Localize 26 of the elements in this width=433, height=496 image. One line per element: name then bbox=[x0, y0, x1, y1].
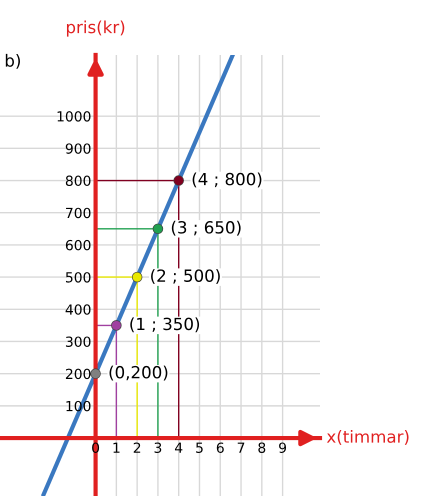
annotation: (0,200) bbox=[110, 366, 168, 380]
annotation: (4 ; 800) bbox=[192, 172, 262, 188]
annotation: b) bbox=[6, 54, 20, 69]
y-tick-label: 900 bbox=[66, 143, 90, 154]
x-tick-label: 8 bbox=[258, 442, 266, 453]
y-tick-label: 300 bbox=[66, 336, 90, 347]
x-tick-label: 5 bbox=[196, 442, 203, 453]
x-tick-label: 2 bbox=[134, 442, 140, 453]
y-tick-label: 600 bbox=[66, 240, 90, 250]
x-tick-label: 4 bbox=[174, 442, 182, 453]
x-tick-label: 6 bbox=[216, 442, 224, 453]
annotation: (1 ; 350) bbox=[130, 317, 200, 332]
y-tick-label: 500 bbox=[66, 272, 90, 283]
x-tick-label: 1 bbox=[113, 442, 120, 453]
x-tick-label: 7 bbox=[238, 442, 244, 453]
y-tick-label: 200 bbox=[66, 368, 90, 380]
x-tick-label: 3 bbox=[154, 442, 162, 453]
y-tick-label: 1000 bbox=[58, 111, 90, 122]
y-tick-label: 400 bbox=[66, 304, 90, 315]
annotation: (2 ; 500) bbox=[151, 269, 220, 284]
annotation: (3 ; 650) bbox=[172, 220, 241, 236]
y-tick-label: 700 bbox=[66, 208, 90, 218]
y-axis-title: pris(kr) bbox=[66, 20, 124, 37]
x-tick-label: 9 bbox=[279, 442, 286, 453]
y-tick-label: 800 bbox=[66, 176, 90, 186]
x-axis-title: x(timmar) bbox=[326, 430, 409, 445]
